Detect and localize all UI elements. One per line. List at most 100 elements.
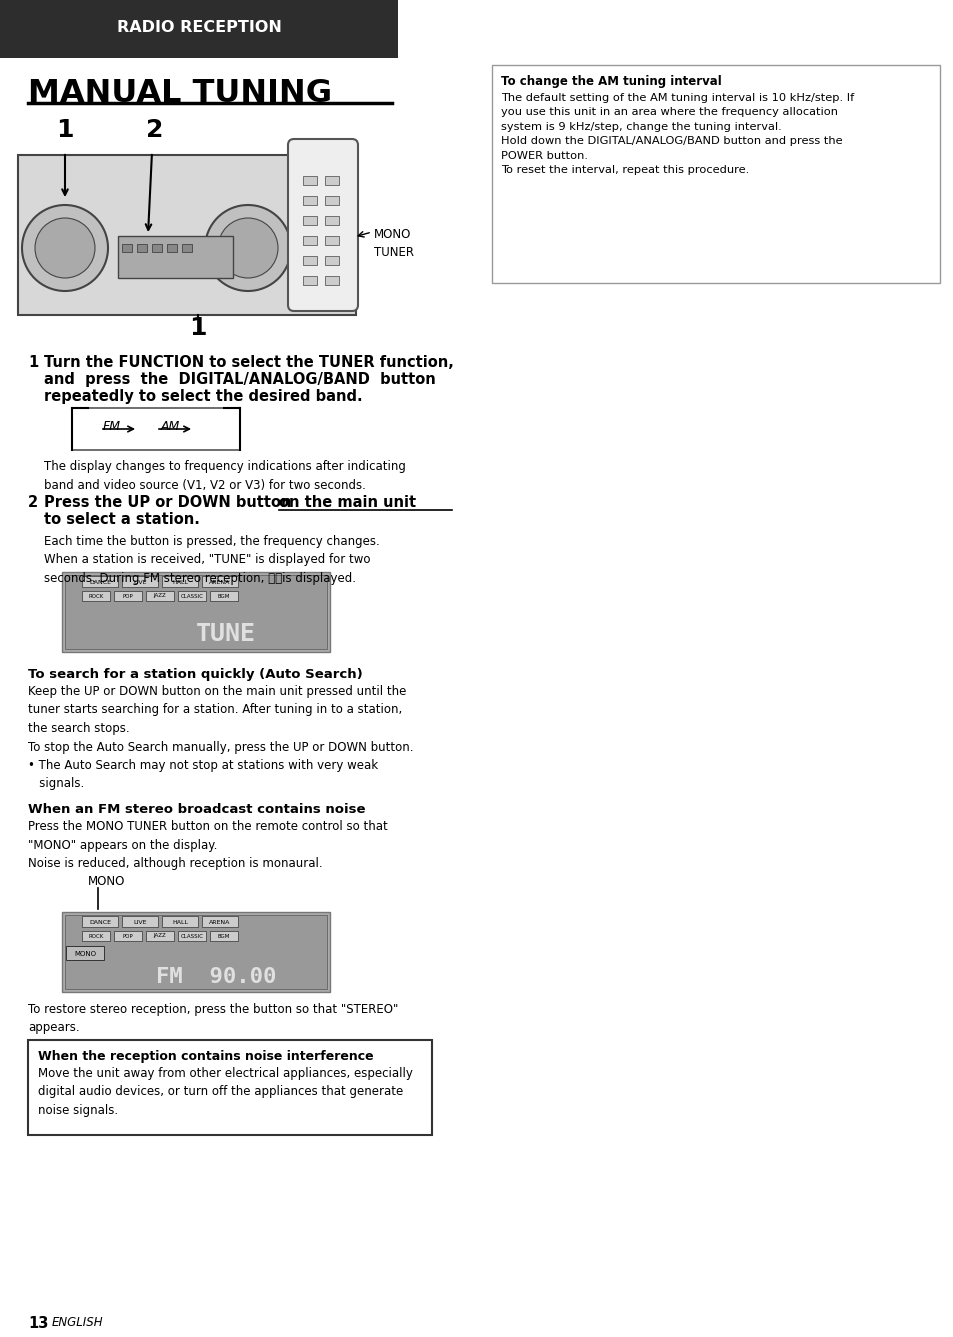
Text: MONO: MONO: [74, 951, 96, 957]
Bar: [325, 237, 338, 245]
Bar: [122, 916, 158, 927]
Text: When the reception contains noise interference: When the reception contains noise interf…: [38, 1050, 374, 1063]
Text: Turn the FUNCTION to select the TUNER function,: Turn the FUNCTION to select the TUNER fu…: [44, 356, 454, 370]
Bar: [122, 576, 158, 587]
Text: repeatedly to select the desired band.: repeatedly to select the desired band.: [44, 389, 362, 404]
Text: HALL: HALL: [172, 920, 188, 924]
Text: Keep the UP or DOWN button on the main unit pressed until the
tuner starts searc: Keep the UP or DOWN button on the main u…: [28, 685, 413, 790]
Bar: [178, 931, 206, 941]
Text: POP: POP: [123, 594, 133, 599]
Bar: [167, 243, 177, 251]
Text: on the main unit: on the main unit: [278, 495, 416, 509]
Bar: [82, 931, 110, 941]
Bar: [146, 591, 173, 602]
Text: Press the MONO TUNER button on the remote control so that
"MONO" appears on the : Press the MONO TUNER button on the remot…: [28, 820, 387, 870]
Bar: [325, 217, 338, 225]
Text: 1: 1: [189, 316, 207, 340]
Bar: [65, 575, 327, 648]
Text: DANCE: DANCE: [89, 920, 111, 924]
Text: To change the AM tuning interval: To change the AM tuning interval: [500, 75, 721, 88]
Text: 1: 1: [28, 356, 38, 370]
Text: LIVE: LIVE: [133, 579, 147, 584]
Text: FM: FM: [103, 420, 121, 432]
Text: ARENA: ARENA: [209, 920, 231, 924]
Bar: [152, 243, 162, 251]
Text: 2: 2: [146, 118, 164, 142]
Text: 1: 1: [56, 118, 73, 142]
Bar: [182, 243, 192, 251]
Bar: [303, 275, 316, 285]
Text: The default setting of the AM tuning interval is 10 kHz/step. If
you use this un: The default setting of the AM tuning int…: [500, 94, 853, 175]
Bar: [28, 1040, 432, 1135]
Bar: [18, 155, 355, 316]
Text: The display changes to frequency indications after indicating
band and video sou: The display changes to frequency indicat…: [44, 460, 405, 492]
Bar: [325, 176, 338, 185]
Text: 13: 13: [28, 1316, 49, 1332]
Text: AM: AM: [160, 420, 179, 432]
Circle shape: [205, 205, 291, 291]
Text: 2: 2: [28, 495, 38, 509]
Text: TUNE: TUNE: [195, 622, 255, 646]
Bar: [325, 255, 338, 265]
Text: To search for a station quickly (Auto Search): To search for a station quickly (Auto Se…: [28, 668, 362, 681]
Text: JAZZ: JAZZ: [153, 933, 166, 939]
Text: DANCE: DANCE: [89, 579, 111, 584]
Bar: [82, 576, 118, 587]
Text: LIVE: LIVE: [133, 920, 147, 924]
Text: CLASSIC: CLASSIC: [180, 594, 203, 599]
Bar: [0, 0, 397, 57]
Text: ROCK: ROCK: [89, 933, 104, 939]
Bar: [118, 237, 233, 278]
Text: Press the UP or DOWN button: Press the UP or DOWN button: [44, 495, 296, 509]
Bar: [210, 931, 237, 941]
Bar: [162, 576, 198, 587]
Text: ARENA: ARENA: [209, 579, 231, 584]
Bar: [303, 237, 316, 245]
Text: MONO
TUNER: MONO TUNER: [374, 229, 414, 259]
Text: RADIO RECEPTION: RADIO RECEPTION: [116, 20, 281, 36]
Bar: [82, 591, 110, 602]
Bar: [202, 576, 237, 587]
Text: ENGLISH: ENGLISH: [52, 1316, 104, 1329]
Text: FM  90.00: FM 90.00: [155, 967, 276, 987]
Text: JAZZ: JAZZ: [153, 594, 166, 599]
Bar: [62, 572, 330, 652]
Bar: [66, 947, 104, 960]
Text: Each time the button is pressed, the frequency changes.
When a station is receiv: Each time the button is pressed, the fre…: [44, 535, 379, 586]
Bar: [303, 217, 316, 225]
Text: When an FM stereo broadcast contains noise: When an FM stereo broadcast contains noi…: [28, 804, 365, 816]
Bar: [113, 931, 142, 941]
Bar: [146, 931, 173, 941]
FancyBboxPatch shape: [288, 139, 357, 312]
Text: BGM: BGM: [217, 933, 230, 939]
Bar: [492, 66, 939, 283]
Bar: [325, 197, 338, 205]
Bar: [162, 916, 198, 927]
Text: to select a station.: to select a station.: [44, 512, 200, 527]
Bar: [71, 408, 240, 451]
Text: To restore stereo reception, press the button so that "STEREO"
appears.: To restore stereo reception, press the b…: [28, 1003, 398, 1035]
Bar: [65, 915, 327, 989]
Bar: [303, 197, 316, 205]
Text: and  press  the  DIGITAL/ANALOG/BAND  button: and press the DIGITAL/ANALOG/BAND button: [44, 372, 436, 386]
Bar: [62, 912, 330, 992]
Bar: [137, 243, 147, 251]
Text: BGM: BGM: [217, 594, 230, 599]
Bar: [210, 591, 237, 602]
Bar: [178, 591, 206, 602]
Text: CLASSIC: CLASSIC: [180, 933, 203, 939]
Bar: [303, 255, 316, 265]
Bar: [325, 275, 338, 285]
Text: Move the unit away from other electrical appliances, especially
digital audio de: Move the unit away from other electrical…: [38, 1067, 413, 1116]
Bar: [82, 916, 118, 927]
Text: ROCK: ROCK: [89, 594, 104, 599]
Circle shape: [218, 218, 277, 278]
Bar: [113, 591, 142, 602]
Circle shape: [22, 205, 108, 291]
Text: MONO: MONO: [88, 874, 125, 888]
Bar: [202, 916, 237, 927]
Circle shape: [35, 218, 95, 278]
Text: POP: POP: [123, 933, 133, 939]
Text: MANUAL TUNING: MANUAL TUNING: [28, 78, 332, 110]
Text: HALL: HALL: [172, 579, 188, 584]
